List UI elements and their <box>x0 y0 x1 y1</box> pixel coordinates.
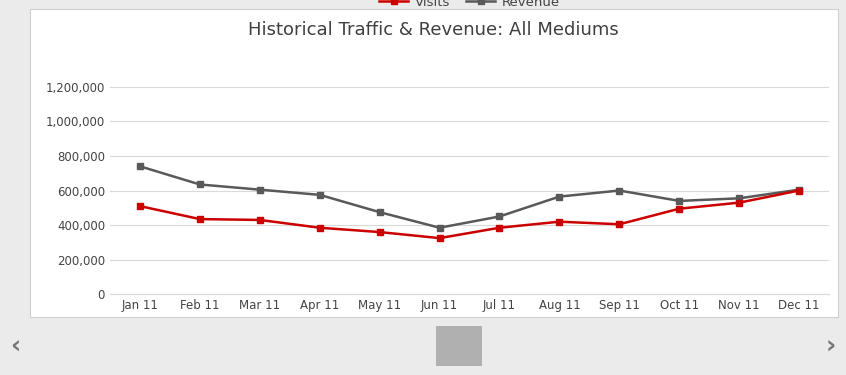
Legend: Visits, Revenue: Visits, Revenue <box>374 0 565 14</box>
Text: ›: › <box>826 335 836 359</box>
Bar <box>436 326 482 366</box>
Text: Historical Traffic & Revenue: All Mediums: Historical Traffic & Revenue: All Medium… <box>248 21 619 39</box>
Text: ‹: ‹ <box>10 335 20 359</box>
